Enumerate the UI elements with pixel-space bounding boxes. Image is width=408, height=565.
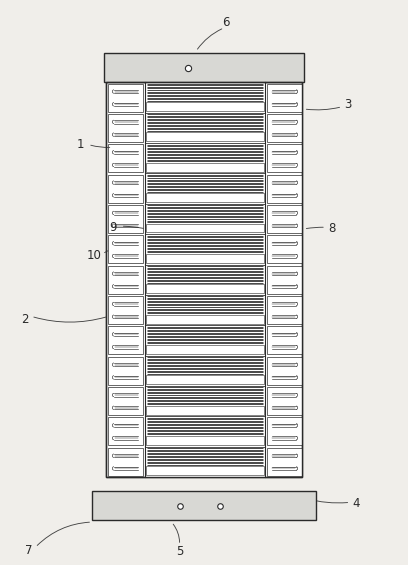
Bar <box>109 387 143 415</box>
Bar <box>146 284 264 293</box>
Bar <box>104 53 304 82</box>
Bar <box>146 406 264 415</box>
Bar <box>109 84 143 111</box>
Text: 7: 7 <box>25 544 33 557</box>
Bar <box>92 491 316 520</box>
Bar <box>145 264 265 295</box>
Bar <box>109 114 143 142</box>
Bar <box>267 205 302 233</box>
Text: 2: 2 <box>21 312 29 325</box>
Bar <box>146 345 264 354</box>
Bar <box>145 386 265 416</box>
Bar <box>145 113 265 143</box>
Bar <box>146 466 264 475</box>
Bar <box>267 357 302 385</box>
Bar <box>146 254 264 263</box>
Bar <box>267 236 302 263</box>
Bar <box>106 82 302 477</box>
Bar <box>146 133 264 141</box>
Bar <box>267 114 302 142</box>
Bar <box>145 234 265 264</box>
Text: 9: 9 <box>109 221 116 234</box>
Bar <box>145 143 265 173</box>
Bar <box>109 327 143 354</box>
Bar <box>267 387 302 415</box>
Bar <box>146 375 264 384</box>
Bar <box>267 296 302 324</box>
Bar <box>109 357 143 385</box>
Bar <box>146 102 264 111</box>
Bar <box>146 224 264 232</box>
Bar <box>109 418 143 445</box>
Text: 1: 1 <box>76 138 84 151</box>
Text: 10: 10 <box>87 249 102 262</box>
Bar <box>267 84 302 111</box>
Text: 8: 8 <box>328 223 336 236</box>
Bar <box>267 266 302 294</box>
Bar <box>145 416 265 446</box>
Bar <box>146 193 264 202</box>
Text: 6: 6 <box>223 16 230 29</box>
Bar <box>145 295 265 325</box>
Bar <box>109 266 143 294</box>
Bar <box>109 236 143 263</box>
Bar <box>145 173 265 204</box>
Text: 3: 3 <box>345 98 352 111</box>
Bar <box>109 144 143 172</box>
Bar <box>267 175 302 203</box>
Bar <box>267 418 302 445</box>
Bar <box>106 82 302 477</box>
Bar <box>146 315 264 324</box>
Bar <box>145 355 265 386</box>
Bar <box>267 448 302 476</box>
Bar <box>145 204 265 234</box>
Bar <box>145 446 265 477</box>
Bar <box>146 436 264 445</box>
Text: 4: 4 <box>353 498 360 511</box>
Bar <box>109 175 143 203</box>
Bar <box>145 325 265 355</box>
Bar <box>267 144 302 172</box>
Bar <box>145 82 265 113</box>
Bar <box>267 327 302 354</box>
Bar <box>109 296 143 324</box>
Bar <box>109 205 143 233</box>
Text: 5: 5 <box>176 545 183 558</box>
Bar <box>146 163 264 172</box>
Bar <box>109 448 143 476</box>
